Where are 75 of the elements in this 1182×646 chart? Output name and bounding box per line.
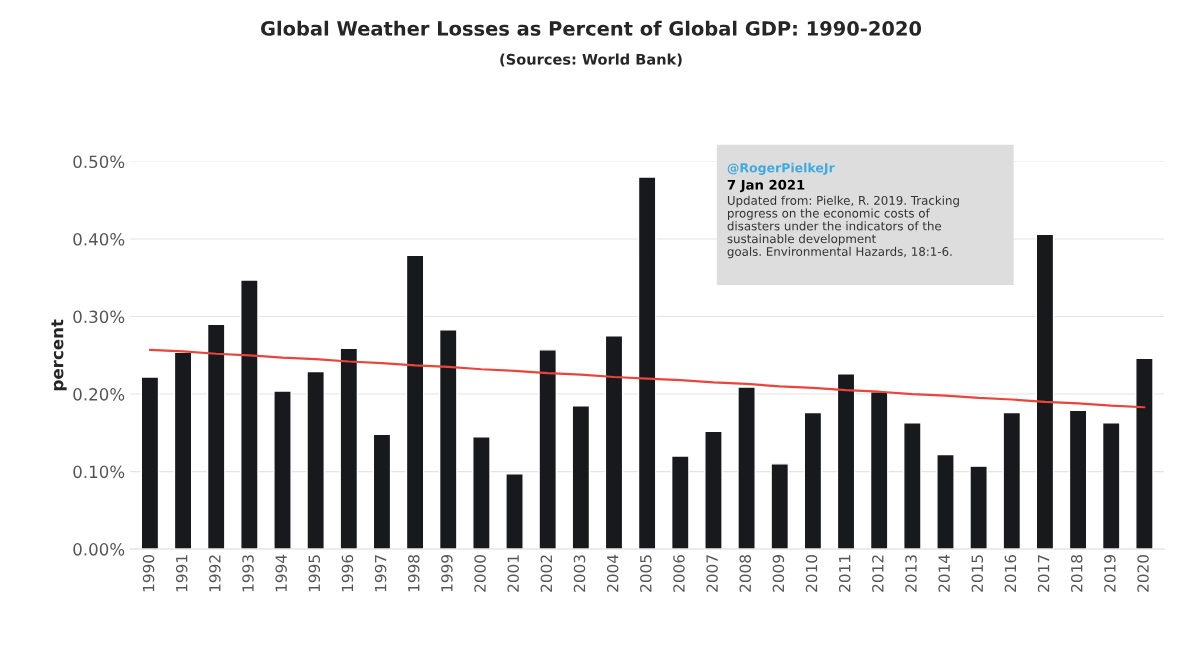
x-tick-label: 2003 (573, 555, 586, 592)
x-tick-label: 2020 (1137, 554, 1149, 592)
y-tick-label: 0.20% (73, 388, 125, 401)
x-tick-label: 2002 (540, 555, 553, 592)
bar (670, 455, 690, 550)
bar (538, 349, 558, 550)
bar (704, 430, 723, 550)
x-tick-label: 1997 (374, 555, 387, 592)
x-tick-label: 2010 (805, 554, 818, 592)
y-tick-label: 0.40% (73, 232, 125, 246)
bar (737, 386, 756, 550)
chart-subtitle: (Sources: World Bank) (500, 53, 682, 67)
x-tick-label: 1995 (308, 555, 321, 592)
bar (571, 404, 591, 550)
bar (173, 351, 193, 550)
x-tick-label: 1991 (175, 555, 188, 592)
x-tick-label: 2008 (739, 555, 752, 592)
bar (505, 473, 524, 550)
bar (372, 433, 392, 550)
bar (803, 411, 823, 550)
bar (1002, 411, 1022, 550)
x-tick-label: 2011 (838, 555, 851, 592)
bar (869, 391, 889, 550)
bar (836, 373, 856, 550)
y-tick-label: 0.10% (73, 465, 125, 479)
bar (405, 254, 425, 550)
x-tick-label: 2014 (938, 554, 950, 592)
bar (604, 335, 624, 550)
bar (240, 279, 259, 550)
x-tick-label: 2009 (772, 555, 785, 592)
x-tick-label: 2006 (673, 554, 685, 592)
x-tick-label: 2000 (474, 554, 486, 592)
x-tick-label: 1992 (209, 555, 221, 592)
bar (140, 376, 160, 550)
bar (306, 370, 325, 550)
x-tick-label: 2018 (1070, 555, 1083, 592)
x-tick-label: 2007 (706, 555, 718, 592)
bar (472, 436, 491, 550)
x-tick-label: 2019 (1104, 555, 1116, 592)
x-tick-label: 2016 (1004, 554, 1017, 592)
bar (1035, 233, 1055, 550)
x-tick-label: 2012 (872, 555, 884, 592)
x-tick-label: 1996 (341, 554, 354, 592)
y-tick-label: 0.50% (73, 155, 125, 169)
y-axis-title: percent (51, 319, 67, 391)
annotation: @RogerPielkeJr (727, 162, 835, 175)
bar (206, 323, 226, 550)
bar (339, 347, 359, 550)
x-tick-label: 1999 (441, 555, 453, 592)
x-tick-label: 2001 (507, 555, 519, 592)
x-tick-label: 1993 (242, 555, 254, 592)
bar (273, 390, 292, 550)
x-tick-label: 1990 (142, 554, 155, 592)
bar (637, 176, 657, 550)
x-tick-label: 2015 (971, 555, 984, 592)
y-tick-label: 0.30% (73, 310, 125, 324)
x-tick-label: 1998 (407, 555, 420, 592)
bar (969, 465, 988, 550)
bar (903, 422, 922, 550)
x-tick-label: 1994 (275, 554, 287, 592)
x-tick-label: 2004 (606, 554, 619, 592)
annotation: Updated from: Pielke, R. 2019. Tracking progress on the economic costs of disasters under the indicators of the sustainable development goals. Environmental Hazards, 18:1-6. (727, 195, 959, 259)
annotation: 7 Jan 2021 (727, 179, 805, 193)
x-tick-label: 2017 (1037, 555, 1050, 592)
x-tick-label: 2013 (905, 555, 917, 592)
bar (1068, 409, 1088, 550)
y-tick-label: 0.00% (73, 543, 125, 556)
bar (438, 329, 458, 550)
bar (1135, 357, 1154, 550)
line-series (148, 348, 1146, 409)
bar (1101, 422, 1121, 550)
bar (770, 463, 790, 550)
x-tick-label: 2005 (640, 555, 652, 592)
bar (936, 453, 955, 550)
chart-title: Global Weather Losses as Percent of Global GDP: 1990-2020 (260, 20, 922, 36)
